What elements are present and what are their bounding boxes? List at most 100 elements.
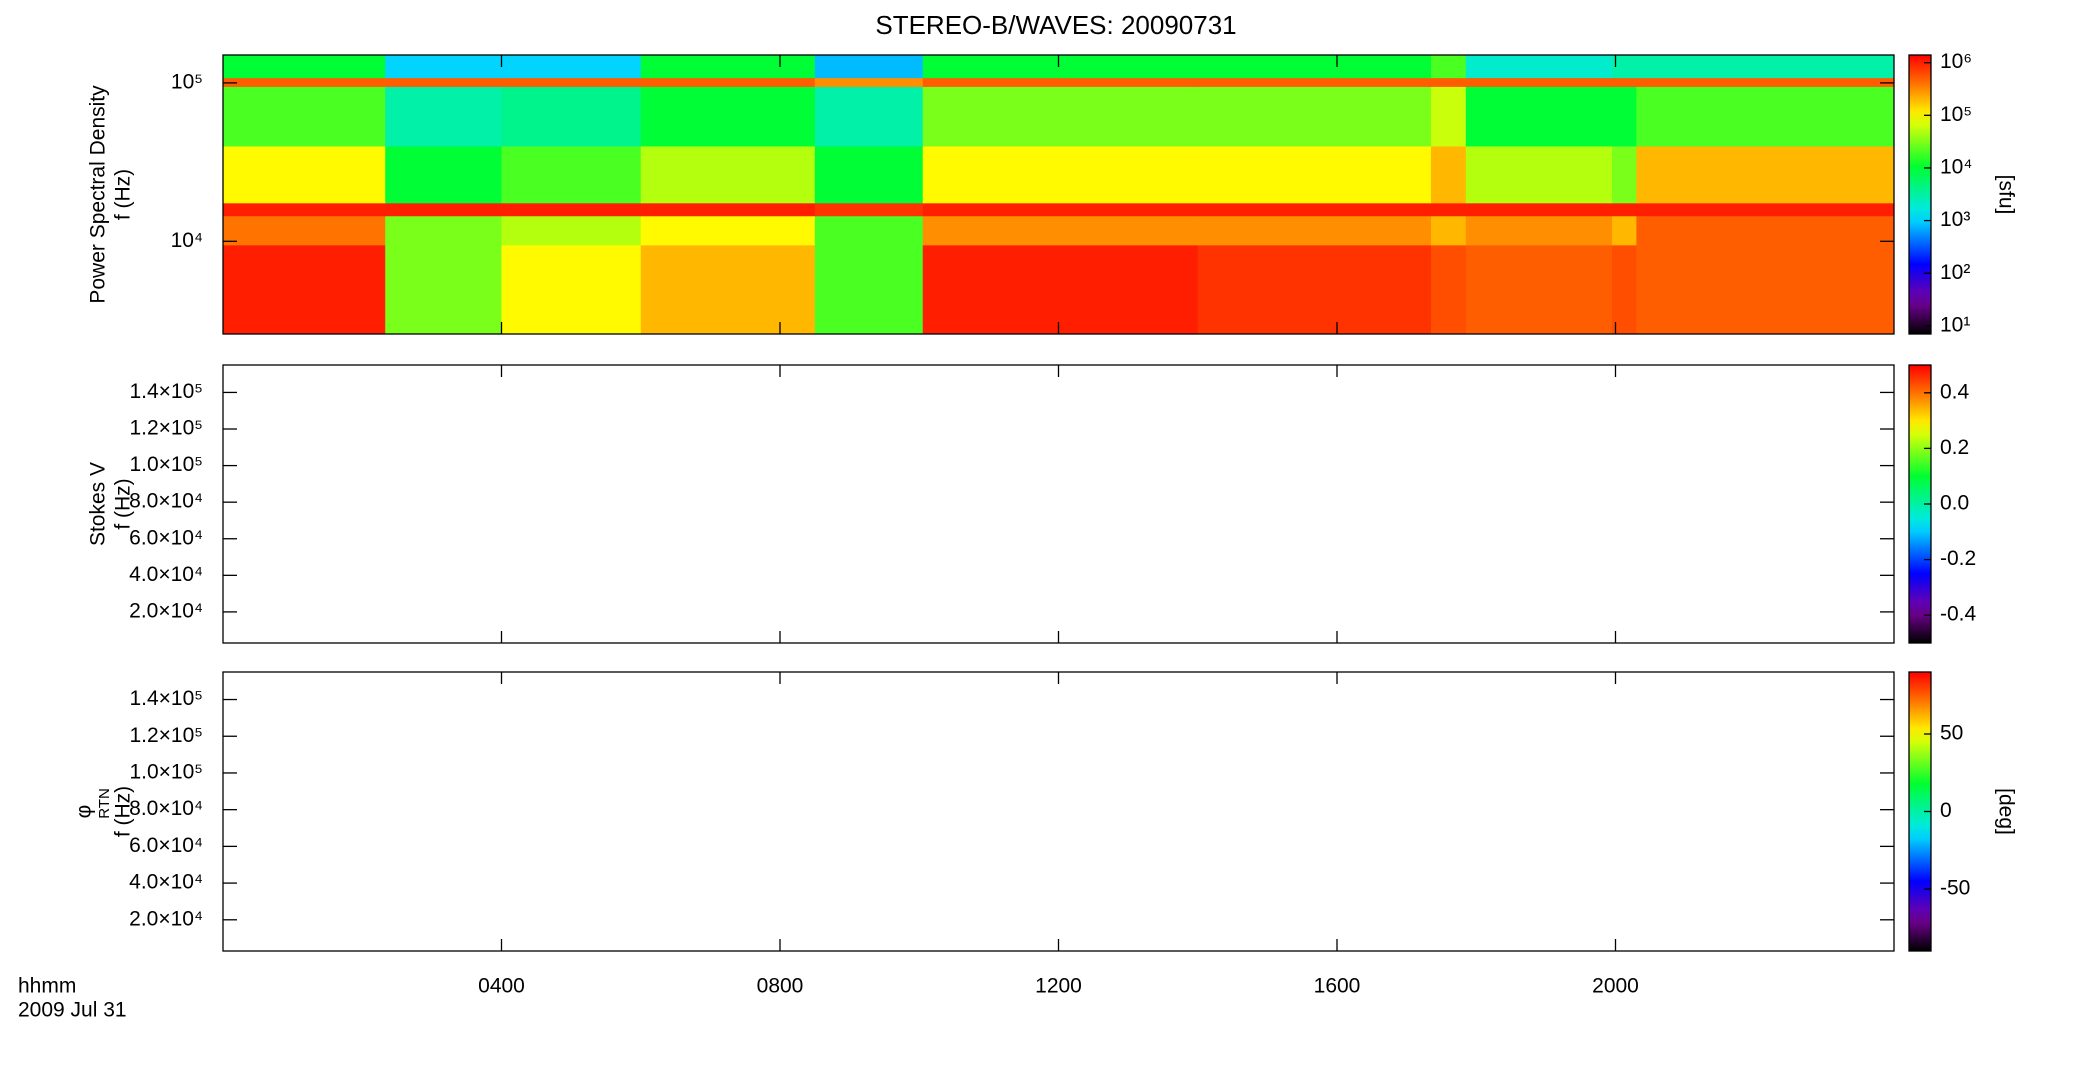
y-axis-label: φ — [73, 805, 96, 819]
heatmap-cell — [1465, 244, 1613, 335]
x-axis-date: 2009 Jul 31 — [18, 999, 127, 1022]
heatmap-cell — [385, 215, 502, 246]
heatmap-cell — [814, 86, 924, 147]
colorbar-tick-label: -0.2 — [1940, 547, 1976, 570]
colorbar-tick-label: 0.4 — [1940, 380, 1970, 403]
colorbar-tick-label: 10⁶ — [1940, 50, 1972, 73]
heatmap-cell — [501, 215, 642, 246]
y-tick-label: 1.0×10⁵ — [129, 761, 203, 784]
heatmap-cell — [501, 202, 642, 217]
y-axis-label: Stokes V — [87, 462, 110, 546]
heatmap-cell — [1636, 145, 1895, 204]
heatmap-cell — [1197, 145, 1432, 204]
y-tick-label: 1.2×10⁵ — [129, 417, 203, 440]
heatmap-cell — [385, 86, 502, 147]
heatmap-cell — [1612, 202, 1637, 217]
heatmap-cell — [1465, 77, 1613, 87]
x-axis-label: hhmm — [18, 975, 76, 998]
heatmap-cell — [1197, 202, 1432, 217]
heatmap-cell — [1612, 55, 1637, 79]
heatmap-cell — [814, 77, 924, 87]
heatmap-cell — [1197, 77, 1432, 87]
heatmap-cell — [1612, 145, 1637, 204]
heatmap-cell — [385, 145, 502, 204]
heatmap-cell — [501, 77, 642, 87]
heatmap-cell — [1612, 86, 1637, 147]
heatmap-cell — [640, 215, 816, 246]
heatmap-cell — [501, 244, 642, 335]
y-tick-label: 10⁵ — [171, 70, 203, 93]
heatmap-cell — [1197, 244, 1432, 335]
colorbar-tick-label: 10¹ — [1940, 313, 1970, 336]
heatmap-cell — [922, 77, 1199, 87]
x-tick-label: 2000 — [1592, 975, 1639, 998]
heatmap-cell — [385, 202, 502, 217]
heatmap-cell — [1465, 55, 1613, 79]
heatmap-cell — [922, 145, 1199, 204]
heatmap-cell — [814, 215, 924, 246]
heatmap-cell — [1612, 215, 1637, 246]
colorbar-tick-label: 10⁴ — [1940, 156, 1972, 179]
x-tick-label: 0400 — [478, 975, 525, 998]
y-tick-label: 2.0×10⁴ — [129, 599, 203, 622]
heatmap-cell — [1197, 86, 1432, 147]
heatmap-cell — [223, 55, 386, 79]
x-tick-label: 1600 — [1314, 975, 1361, 998]
heatmap-cell — [385, 55, 502, 79]
heatmap-cell — [1430, 202, 1467, 217]
heatmap-cell — [1612, 77, 1637, 87]
chart-title: STEREO-B/WAVES: 20090731 — [875, 10, 1236, 40]
colorbar-tick-label: 10² — [1940, 261, 1970, 284]
heatmap-cell — [223, 86, 386, 147]
heatmap-cell — [1430, 215, 1467, 246]
heatmap-cell — [223, 77, 386, 87]
heatmap-cell — [1430, 145, 1467, 204]
colorbar — [1908, 54, 1932, 335]
heatmap-cell — [922, 244, 1199, 335]
colorbar-label: [sfu] — [1994, 175, 2017, 215]
y-tick-label: 6.0×10⁴ — [129, 526, 203, 549]
heatmap-cell — [1465, 86, 1613, 147]
heatmap-cell — [814, 202, 924, 217]
colorbar-tick-label: 10⁵ — [1940, 103, 1972, 126]
heatmap-cell — [1612, 244, 1637, 335]
heatmap-cell — [501, 86, 642, 147]
y-tick-label: 1.0×10⁵ — [129, 453, 203, 476]
colorbar-tick-label: 50 — [1940, 722, 1963, 745]
heatmap-cell — [814, 244, 924, 335]
heatmap-cell — [922, 202, 1199, 217]
heatmap-cell — [814, 55, 924, 79]
colorbar-tick-label: -50 — [1940, 877, 1970, 900]
y-tick-label: 10⁴ — [171, 229, 203, 252]
plot-frame — [222, 671, 1895, 952]
y-tick-label: 6.0×10⁴ — [129, 834, 203, 857]
heatmap-cell — [1430, 55, 1467, 79]
heatmap-cell — [1636, 244, 1895, 335]
heatmap-cell — [501, 55, 642, 79]
y-tick-label: 8.0×10⁴ — [129, 490, 203, 513]
heatmap-cell — [640, 77, 816, 87]
heatmap-cell — [223, 215, 386, 246]
colorbar-tick-label: 0.0 — [1940, 492, 1969, 515]
heatmap-cell — [1636, 86, 1895, 147]
heatmap-cell — [640, 145, 816, 204]
colorbar-tick-label: 0.2 — [1940, 436, 1969, 459]
y-axis-label: f (Hz) — [112, 786, 135, 837]
heatmap-cell — [501, 145, 642, 204]
x-tick-label: 1200 — [1035, 975, 1082, 998]
heatmap-cell — [640, 86, 816, 147]
y-tick-label: 1.4×10⁵ — [129, 687, 203, 710]
heatmap-cell — [640, 244, 816, 335]
heatmap-cell — [1197, 215, 1432, 246]
colorbar-tick-label: -0.4 — [1940, 603, 1977, 626]
heatmap-cell — [1465, 145, 1613, 204]
x-tick-label: 0800 — [757, 975, 804, 998]
y-axis-label: f (Hz) — [112, 478, 135, 529]
heatmap-cell — [1465, 215, 1613, 246]
heatmap-cell — [1636, 55, 1895, 79]
y-tick-label: 4.0×10⁴ — [129, 871, 203, 894]
heatmap-cell — [1197, 55, 1432, 79]
heatmap-cell — [922, 215, 1199, 246]
heatmap-cell — [1636, 215, 1895, 246]
